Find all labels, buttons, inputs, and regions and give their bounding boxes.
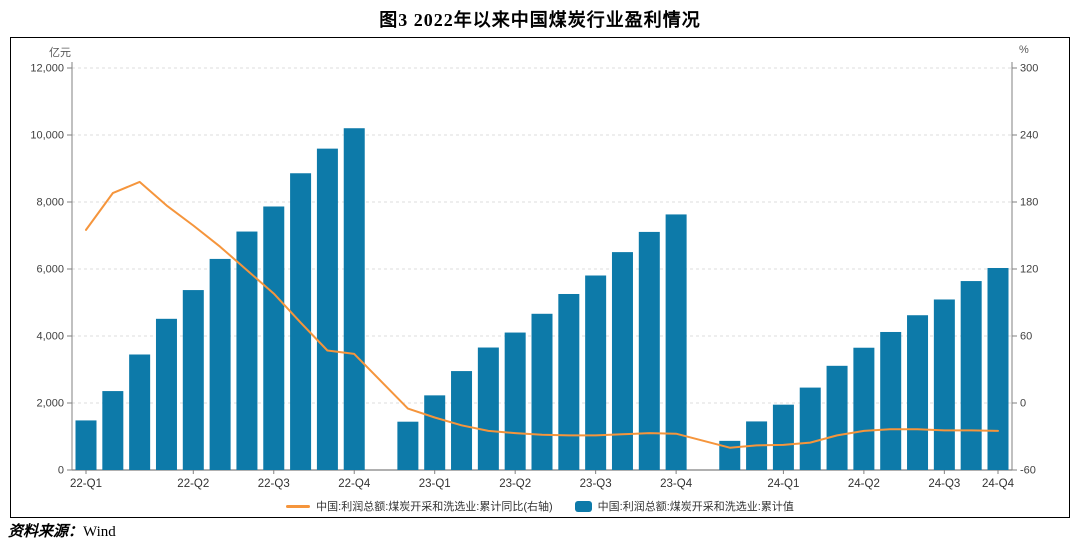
profit-bar bbox=[933, 299, 955, 470]
source-label: 资料来源： bbox=[8, 524, 84, 540]
profit-bar bbox=[263, 206, 285, 470]
x-tick-label: 22-Q4 bbox=[338, 478, 371, 490]
profit-bar bbox=[987, 267, 1009, 470]
profit-bar bbox=[665, 214, 687, 470]
y-tick-label-left: 4,000 bbox=[36, 331, 64, 343]
profit-bar bbox=[880, 331, 902, 470]
x-tick-label: 22-Q2 bbox=[177, 478, 209, 490]
y-tick-label-right: 0 bbox=[1020, 398, 1026, 410]
profit-bar bbox=[907, 315, 929, 470]
source-value: Wind bbox=[83, 524, 116, 540]
profit-bar bbox=[236, 231, 258, 470]
profit-bar bbox=[209, 258, 231, 470]
x-tick-label: 22-Q1 bbox=[70, 478, 102, 490]
x-tick-label: 24-Q2 bbox=[848, 478, 880, 490]
right-axis-unit: % bbox=[1019, 44, 1029, 56]
profit-bar bbox=[316, 148, 338, 470]
profit-bar bbox=[129, 354, 151, 470]
profit-bar bbox=[504, 332, 526, 470]
x-tick-label: 24-Q3 bbox=[928, 478, 960, 490]
profit-bar bbox=[960, 281, 982, 470]
profit-bar bbox=[558, 293, 580, 470]
y-tick-label-left: 10,000 bbox=[30, 130, 64, 142]
y-tick-label-right: 300 bbox=[1020, 63, 1038, 75]
y-tick-label-left: 0 bbox=[58, 465, 64, 477]
profit-bar bbox=[451, 371, 473, 470]
profit-bar bbox=[531, 313, 553, 470]
x-tick-label: 23-Q1 bbox=[419, 478, 451, 490]
y-tick-label-left: 2,000 bbox=[36, 398, 64, 410]
figure-frame: 亿元 % 0 2,000 4,000 6,000 8,000 10,000 12,000 -6… bbox=[10, 37, 1070, 518]
x-tick-label: 24-Q4 bbox=[982, 478, 1015, 490]
profit-bar bbox=[424, 395, 446, 470]
profit-bar bbox=[397, 421, 419, 470]
y-tick-label-right: 120 bbox=[1020, 264, 1038, 276]
profit-bar bbox=[799, 387, 821, 470]
combo-chart: 0 2,000 4,000 6,000 8,000 10,000 12,000 -60 0 60 1… bbox=[30, 62, 1038, 490]
x-tick-label: 23-Q3 bbox=[580, 478, 612, 490]
y-tick-label-left: 8,000 bbox=[36, 197, 64, 209]
profit-bar bbox=[477, 347, 499, 470]
profit-bar bbox=[343, 128, 365, 470]
profit-bar bbox=[611, 252, 633, 470]
profit-bar bbox=[182, 290, 204, 470]
legend-label-yoy: 中国:利润总额:煤炭开采和洗选业:累计同比(右轴) bbox=[316, 501, 553, 513]
legend-item-yoy-line: 中国:利润总额:煤炭开采和洗选业:累计同比(右轴) bbox=[286, 498, 553, 514]
profit-bar bbox=[772, 404, 794, 470]
y-tick-label-right: 240 bbox=[1020, 130, 1038, 142]
y-tick-label-left: 6,000 bbox=[36, 264, 64, 276]
profit-bar bbox=[75, 420, 97, 470]
profit-bar bbox=[155, 318, 177, 470]
yoy-trend-line bbox=[85, 180, 999, 449]
legend-item-cumulative-bar: 中国:利润总额:煤炭开采和洗选业:累计值 bbox=[574, 498, 794, 514]
profit-bar bbox=[102, 391, 124, 470]
profit-bar bbox=[638, 231, 660, 470]
y-tick-label-right: 180 bbox=[1020, 197, 1038, 209]
profit-bar bbox=[585, 275, 607, 470]
y-tick-label-right: -60 bbox=[1020, 465, 1036, 477]
source-note: 资料来源：Wind bbox=[8, 520, 116, 541]
profit-bar bbox=[826, 365, 848, 470]
chart-legend: 中国:利润总额:煤炭开采和洗选业:累计同比(右轴) 中国:利润总额:煤炭开采和洗… bbox=[11, 498, 1069, 514]
legend-label-cumulative: 中国:利润总额:煤炭开采和洗选业:累计值 bbox=[597, 501, 794, 513]
x-tick-label: 23-Q2 bbox=[499, 478, 531, 490]
chart-title: 图3 2022年以来中国煤炭行业盈利情况 bbox=[379, 10, 701, 30]
x-tick-label: 22-Q3 bbox=[258, 478, 290, 490]
y-tick-label-right: 60 bbox=[1020, 331, 1032, 343]
y-tick-label-left: 12,000 bbox=[30, 63, 64, 75]
left-axis-unit: 亿元 bbox=[49, 47, 71, 59]
line-series-marker-icon bbox=[286, 504, 311, 508]
profit-bar bbox=[853, 347, 875, 470]
bar-series-marker-icon bbox=[574, 500, 592, 512]
x-tick-label: 23-Q4 bbox=[660, 478, 693, 490]
x-tick-label: 24-Q1 bbox=[767, 478, 799, 490]
